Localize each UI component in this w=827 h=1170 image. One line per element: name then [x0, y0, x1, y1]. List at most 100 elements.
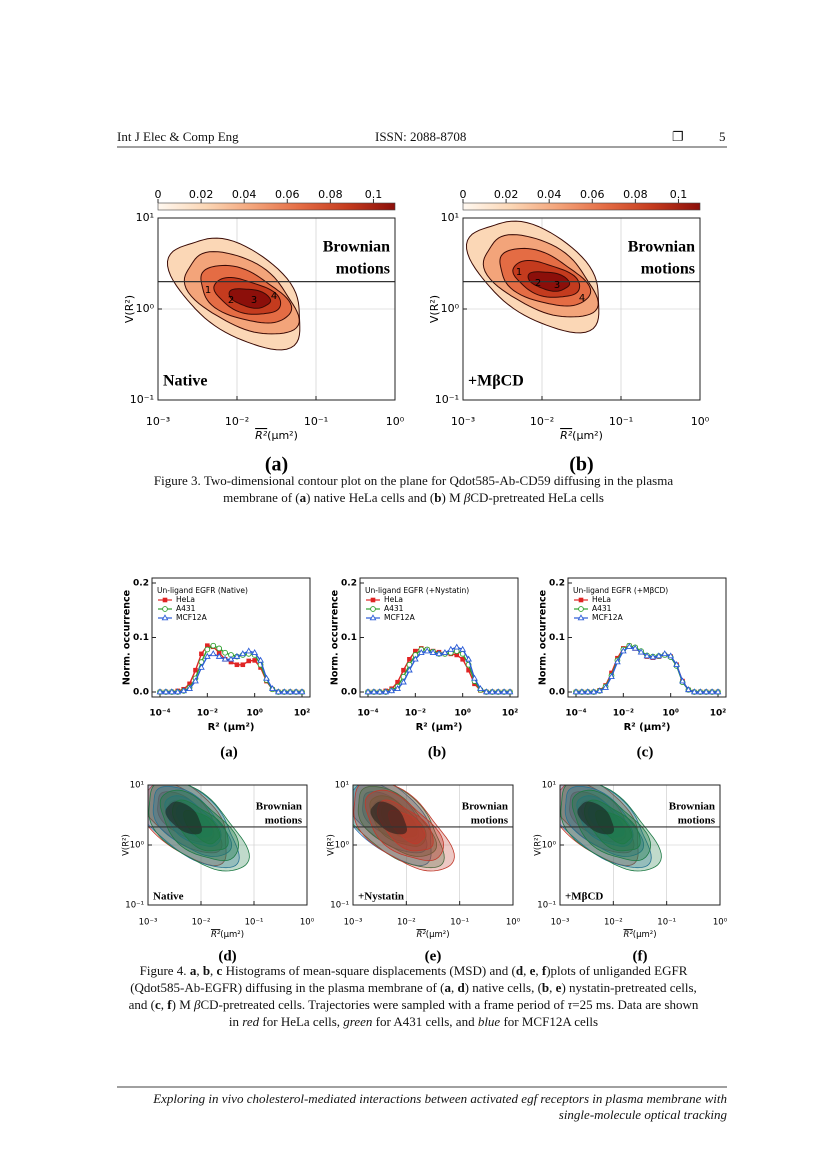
x-tick-label: 10⁻⁴	[565, 709, 586, 719]
y-tick-label: 0.2	[549, 579, 565, 589]
y-tick-label: 0.1	[133, 633, 149, 643]
marker	[488, 688, 496, 695]
marker	[240, 662, 246, 668]
colorbar-tick-label: 0.08	[623, 188, 648, 201]
marker	[251, 649, 259, 656]
x-tick-label: 10⁻³	[451, 415, 475, 428]
y-tick-label: 0.2	[341, 579, 357, 589]
x-axis-label: R²(μm²)	[560, 429, 603, 442]
contour-core	[577, 801, 614, 835]
plot-area	[463, 218, 700, 400]
caption-run: in	[228, 1014, 243, 1029]
marker	[406, 666, 413, 673]
caption-run: ,	[210, 963, 217, 978]
marker	[661, 650, 669, 657]
caption-run: ) M	[171, 997, 194, 1012]
caption-run: for HeLa cells,	[259, 1014, 344, 1029]
caption-run: ) nystatin-pretreated cells,	[561, 980, 697, 995]
x-tick-label: 10⁻²	[225, 415, 249, 428]
marker	[602, 683, 609, 690]
caption-run: ,	[450, 980, 458, 995]
y-tick-label: 0.1	[341, 633, 357, 643]
y-tick-label: 0.1	[549, 633, 565, 643]
marker	[690, 688, 698, 695]
legend-title: Un-ligand EGFR (+Nystatin)	[365, 586, 469, 595]
marker	[407, 657, 412, 662]
contour-core	[370, 801, 407, 835]
marker	[239, 650, 247, 657]
marker	[572, 688, 580, 695]
condition-label: Native	[153, 891, 184, 903]
footer: Exploring in vivo cholesterol-mediated i…	[153, 1091, 727, 1123]
x-tick-label: 10⁻⁴	[357, 709, 378, 719]
marker	[162, 688, 170, 695]
marker	[204, 646, 211, 653]
marker	[192, 677, 199, 684]
y-axis-label: V(R²)	[122, 834, 132, 856]
marker	[269, 685, 276, 691]
legend-label: HeLa	[592, 595, 611, 604]
x-tick-label: 10⁻²	[405, 709, 426, 719]
x-axis-symbol: R²	[211, 930, 221, 940]
marker	[655, 652, 663, 659]
marker	[578, 597, 584, 603]
caption-run: for MCF12A cells	[500, 1014, 599, 1029]
x-tick-label: 10⁰	[713, 918, 728, 928]
marker	[466, 667, 471, 673]
marker	[673, 661, 680, 667]
marker	[411, 655, 419, 662]
marker	[625, 643, 633, 650]
y-tick-label: 10⁻¹	[537, 901, 556, 911]
marker	[702, 688, 710, 695]
y-tick-label: 10¹	[136, 211, 154, 224]
caption-run: a	[299, 490, 307, 505]
marker	[162, 606, 168, 612]
marker	[286, 688, 294, 695]
marker	[578, 606, 584, 612]
colorbar-tick-label: 0.04	[537, 188, 562, 201]
caption-line: Figure 4. a, b, c Histograms of mean-squ…	[60, 962, 767, 979]
x-tick-label: 10⁰	[691, 415, 710, 428]
caption-run: (Qdot585-Ab-EGFR) diffusing in the plasm…	[130, 980, 445, 995]
legend-label: HeLa	[176, 595, 195, 604]
y-axis-label: Norm. occurrence	[330, 590, 341, 685]
colorbar-tick-label: 0.08	[318, 188, 343, 201]
annotation: Brownian	[669, 801, 715, 813]
x-tick-label: 10⁻³	[344, 918, 363, 928]
plot-area	[353, 785, 513, 905]
caption-run: ,	[196, 963, 203, 978]
plot-area	[560, 785, 720, 905]
caption-run: β	[194, 997, 201, 1012]
marker	[252, 658, 257, 663]
x-axis-label: R² (μm²)	[624, 722, 671, 733]
contour-plot: 10⁻³ 10⁻² 10⁻¹ 10⁰ 10⁻¹ 10⁰ 10¹ R²(μm²) V(R²) Bro…	[428, 188, 710, 476]
level-label: 3	[251, 295, 257, 306]
marker	[168, 688, 176, 695]
y-axis-label: V(R²)	[428, 295, 441, 323]
colorbar-tick-label: 0.06	[580, 188, 605, 201]
caption-run: b	[541, 980, 550, 995]
marker	[376, 688, 384, 695]
marker	[453, 643, 461, 650]
y-tick-label: 10⁰	[335, 841, 350, 851]
y-axis-label: Norm. occurrence	[122, 590, 133, 685]
histogram: 0.0 0.1 0.2 10⁻⁴ 10⁻² 10⁰ 10² R² (μm²) Norm. occ…	[330, 577, 519, 760]
marker	[298, 688, 306, 695]
annotation: Brownian	[256, 801, 302, 813]
caption-run: f	[167, 997, 172, 1012]
footer-line: Exploring in vivo cholesterol-mediated i…	[153, 1091, 727, 1106]
x-tick-label: 10⁻²	[397, 918, 416, 928]
marker	[667, 652, 675, 659]
caption-run: e	[555, 980, 562, 995]
x-axis-symbol: R²	[416, 930, 426, 940]
x-tick-label: 10⁻¹	[657, 918, 676, 928]
caption-line: (Qdot585-Ab-EGFR) diffusing in the plasm…	[60, 979, 767, 996]
marker	[156, 688, 164, 695]
annotation: motions	[265, 815, 303, 827]
marker	[245, 647, 253, 654]
y-tick-label: 10⁻¹	[125, 901, 144, 911]
caption-run: membrane of (	[223, 490, 300, 505]
caption-run: c	[154, 997, 161, 1012]
marker	[441, 649, 449, 656]
